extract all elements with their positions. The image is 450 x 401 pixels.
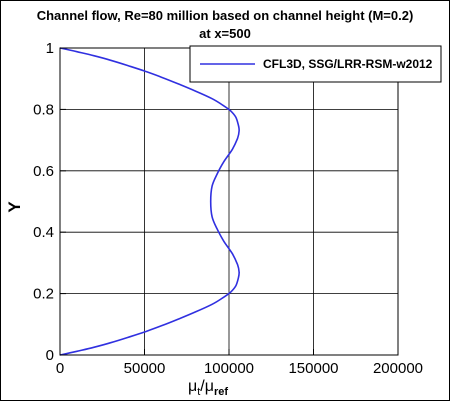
y-axis-label: Y bbox=[5, 201, 24, 213]
x-tick-label: 100000 bbox=[204, 360, 254, 377]
x-axis-label-mu: μ bbox=[188, 378, 197, 395]
x-axis-label-sub-t: t bbox=[197, 386, 200, 398]
y-tick-label: 0.4 bbox=[33, 224, 54, 241]
y-tick-label: 0.8 bbox=[33, 101, 54, 118]
x-tick-label: 200000 bbox=[373, 360, 423, 377]
x-tick-label: 150000 bbox=[288, 360, 338, 377]
x-axis-label: μt/μref bbox=[188, 378, 228, 398]
y-tick-labels: 0 0.2 0.4 0.6 0.8 1 bbox=[33, 40, 54, 364]
x-axis-label-slash: /μ bbox=[200, 378, 214, 395]
chart-subtitle: at x=500 bbox=[199, 26, 251, 41]
x-tick-label: 0 bbox=[56, 360, 64, 377]
y-tick-label: 0.2 bbox=[33, 286, 54, 303]
y-tick-label: 1 bbox=[46, 40, 54, 57]
x-axis-label-sub-ref: ref bbox=[214, 386, 228, 398]
grid bbox=[60, 48, 398, 355]
chart-title: Channel flow, Re=80 million based on cha… bbox=[37, 8, 414, 23]
x-tick-labels: 0 50000 100000 150000 200000 bbox=[56, 360, 423, 377]
legend: CFL3D, SSG/LRR-RSM-w2012 bbox=[189, 45, 442, 83]
series-line bbox=[59, 47, 240, 356]
x-tick-label: 50000 bbox=[124, 360, 166, 377]
y-tick-label: 0 bbox=[46, 347, 54, 364]
legend-entry: CFL3D, SSG/LRR-RSM-w2012 bbox=[263, 57, 433, 71]
y-tick-label: 0.6 bbox=[33, 163, 54, 180]
